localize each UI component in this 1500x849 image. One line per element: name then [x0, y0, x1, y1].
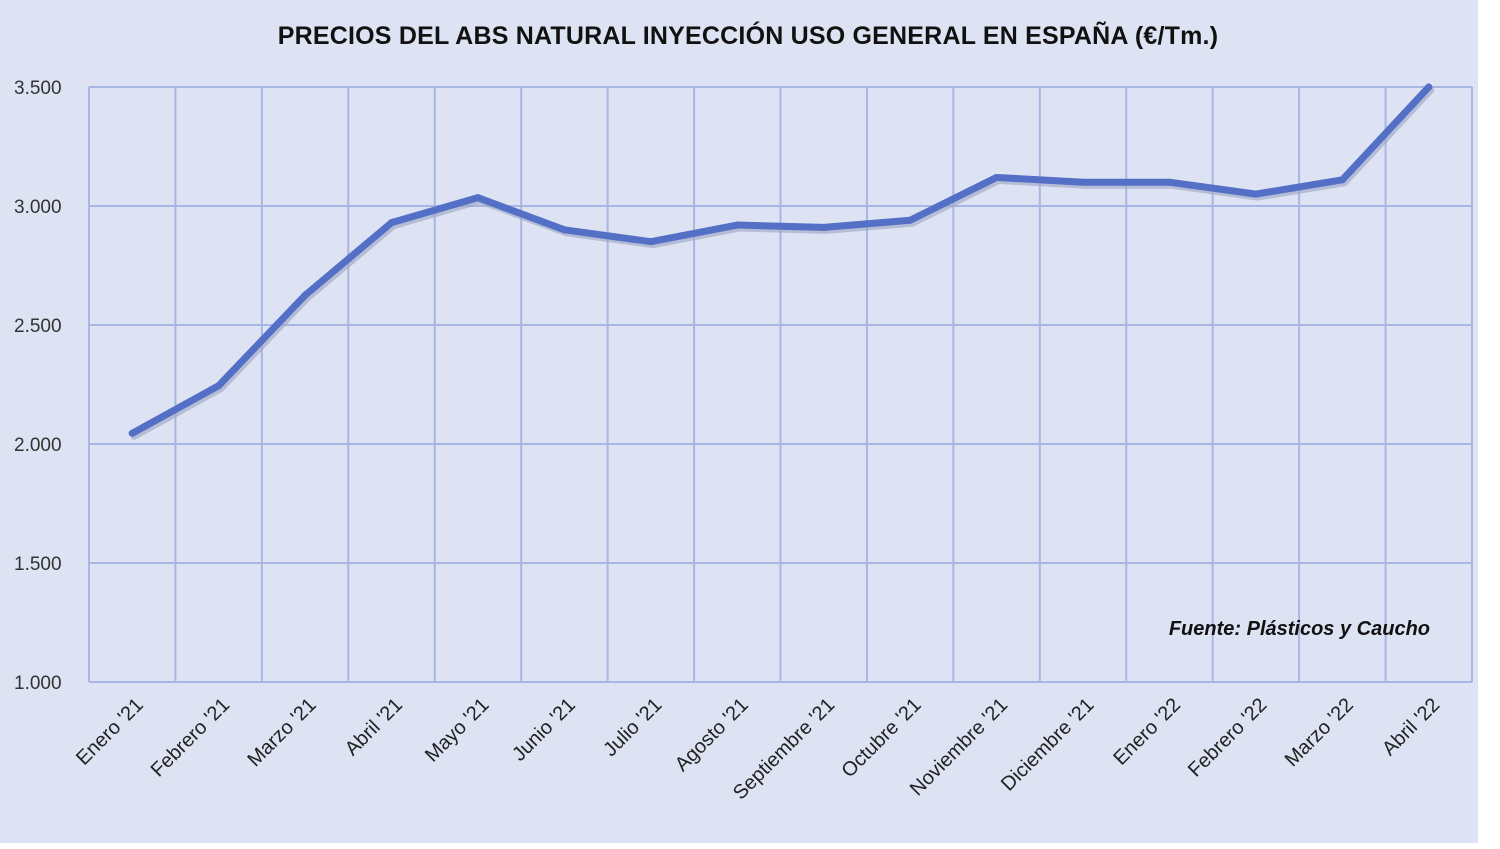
x-tick-label: Julio '21	[599, 694, 666, 761]
data-point	[1252, 190, 1260, 198]
x-tick-label: Abril '22	[1378, 694, 1444, 760]
chart-area: PRECIOS DEL ABS NATURAL INYECCIÓN USO GE…	[0, 0, 1478, 843]
y-tick-label: 1.500	[14, 554, 62, 575]
data-point	[560, 226, 568, 234]
x-tick-label: Mayo '21	[421, 694, 494, 767]
x-tick-label: Enero '22	[1109, 694, 1185, 770]
x-tick-label: Febrero '21	[147, 694, 234, 781]
data-point	[1165, 178, 1173, 186]
x-tick-label: Enero '21	[72, 694, 148, 770]
series-line-shadow	[130, 86, 1435, 440]
data-point	[906, 216, 914, 224]
data-point	[388, 219, 396, 227]
y-tick-label: 3.500	[14, 78, 62, 99]
x-tick-label: Abril '21	[341, 694, 407, 760]
data-point	[301, 291, 309, 299]
x-tick-label: Diciembre '21	[997, 694, 1099, 796]
data-point	[1079, 178, 1087, 186]
x-tick-label: Marzo '22	[1281, 694, 1358, 771]
data-point	[215, 382, 223, 390]
x-tick-label: Febrero '22	[1184, 694, 1271, 781]
data-point	[820, 223, 828, 231]
chart-title: PRECIOS DEL ABS NATURAL INYECCIÓN USO GE…	[277, 22, 1219, 50]
grid	[88, 86, 1473, 683]
series-layer	[128, 83, 1435, 440]
data-point	[1425, 83, 1433, 91]
x-tick-label: Junio '21	[508, 694, 580, 766]
data-point	[993, 173, 1001, 181]
x-tick-label: Octubre '21	[837, 694, 925, 782]
source-annotation: Fuente: Plásticos y Caucho	[1169, 618, 1430, 640]
y-tick-label: 2.500	[14, 316, 62, 337]
data-point	[733, 221, 741, 229]
y-tick-label: 2.000	[14, 435, 62, 456]
data-point	[128, 429, 136, 437]
series-line	[128, 83, 1433, 437]
data-point	[647, 238, 655, 246]
data-point	[474, 194, 482, 202]
x-tick-label: Agosto '21	[671, 694, 753, 776]
y-tick-label: 1.000	[14, 673, 62, 694]
data-point	[1338, 176, 1346, 184]
y-tick-label: 3.000	[14, 197, 62, 218]
x-tick-label: Marzo '21	[243, 694, 320, 771]
